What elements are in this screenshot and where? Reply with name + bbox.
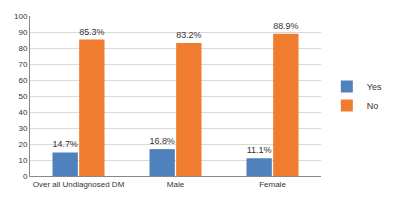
svg-text:10: 10: [18, 156, 27, 165]
svg-text:88.9%: 88.9%: [273, 21, 298, 31]
svg-text:Yes: Yes: [367, 82, 382, 92]
svg-text:16.8%: 16.8%: [150, 136, 175, 146]
svg-text:No: No: [367, 101, 379, 111]
svg-text:0: 0: [23, 172, 28, 181]
svg-text:80: 80: [18, 44, 27, 53]
svg-text:60: 60: [18, 76, 27, 85]
svg-text:83.2%: 83.2%: [176, 30, 201, 40]
svg-text:90: 90: [18, 28, 27, 37]
svg-text:70: 70: [18, 60, 27, 69]
svg-text:14.7%: 14.7%: [53, 139, 78, 149]
svg-text:20: 20: [18, 140, 27, 149]
svg-text:Male: Male: [167, 180, 185, 189]
svg-text:11.1%: 11.1%: [247, 145, 272, 155]
svg-text:30: 30: [18, 124, 27, 133]
svg-text:100: 100: [14, 12, 28, 21]
svg-text:40: 40: [18, 108, 27, 117]
svg-text:85.3%: 85.3%: [79, 27, 104, 37]
svg-text:Over all Undiagnosed DM: Over all Undiagnosed DM: [33, 180, 125, 189]
svg-text:Female: Female: [259, 180, 286, 189]
svg-text:50: 50: [18, 92, 27, 101]
